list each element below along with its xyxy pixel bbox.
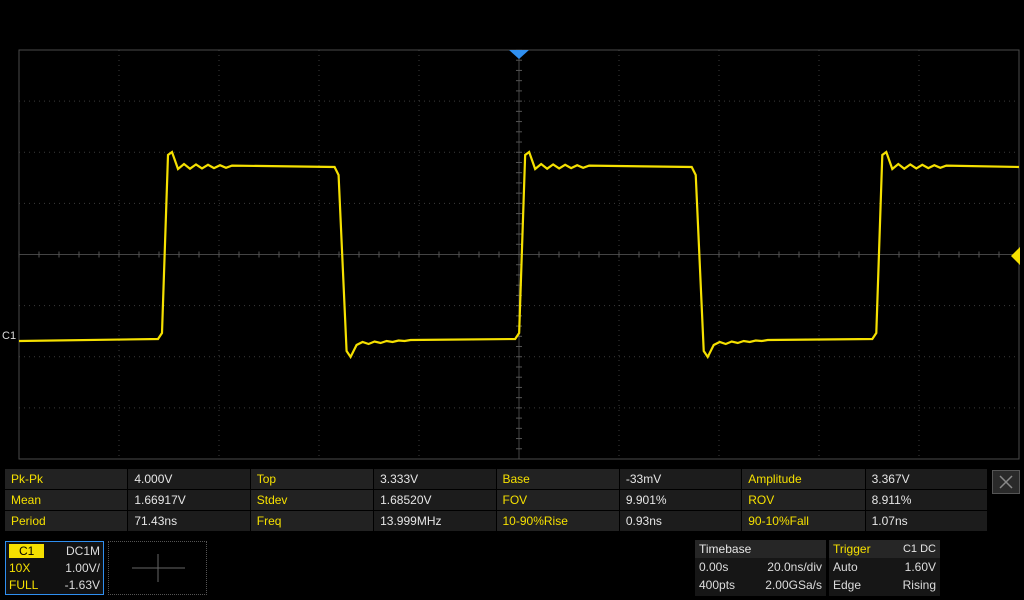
measurement-value: 1.66917V — [128, 490, 250, 510]
bandwidth-limit: FULL — [9, 577, 39, 592]
channel-coupling: DC1M — [65, 543, 100, 558]
trigger-panel[interactable]: Trigger C1 DC Auto 1.60V Edge Rising — [829, 540, 940, 596]
channel-c1-box[interactable]: C1 DC1M 10X 1.00V/ FULL -1.63V — [5, 541, 104, 595]
measurement-name: FOV — [496, 490, 619, 510]
measurement-value: 71.43ns — [128, 511, 250, 531]
measurement-value: 4.000V — [128, 469, 250, 489]
trigger-mode: Auto — [833, 560, 858, 574]
trigger-type: Edge — [833, 578, 862, 592]
close-icon — [999, 475, 1013, 489]
vertical-offset: -1.63V — [64, 577, 100, 592]
trigger-level-marker[interactable] — [1011, 247, 1020, 265]
crosshair-icon — [132, 554, 185, 582]
measurement-value: 1.07ns — [865, 511, 987, 531]
timebase-delay: 0.00s — [699, 560, 729, 574]
trigger-position-marker[interactable] — [509, 50, 529, 59]
measurement-value: 0.93ns — [619, 511, 742, 531]
measurement-value: 1.68520V — [374, 490, 496, 510]
measurement-value: 13.999MHz — [374, 511, 496, 531]
waveform-display[interactable]: C1 — [0, 0, 1024, 468]
channel-name: C1 — [9, 543, 45, 558]
measurement-name: Top — [250, 469, 374, 489]
add-channel-slot[interactable] — [108, 541, 207, 595]
measurement-name: ROV — [742, 490, 865, 510]
measurement-row: Period 71.43ns Freq 13.999MHz 10-90%Rise 0.93… — [5, 511, 988, 532]
measurement-name: Mean — [5, 490, 128, 510]
measurement-value: 3.333V — [374, 469, 496, 489]
measurement-table: Pk-Pk 4.000V Top 3.333V Base -33mV Amplitude 3.… — [5, 469, 988, 532]
trigger-title: Trigger — [833, 542, 871, 556]
measurement-name: Base — [496, 469, 619, 489]
probe-attenuation: 10X — [9, 560, 31, 575]
close-measurements-button[interactable] — [992, 470, 1020, 494]
measurement-value: 3.367V — [865, 469, 987, 489]
measurement-value: -33mV — [619, 469, 742, 489]
measurement-name: Period — [5, 511, 128, 531]
measurement-row: Pk-Pk 4.000V Top 3.333V Base -33mV Amplitude 3.… — [5, 469, 988, 490]
measurement-name: Amplitude — [742, 469, 865, 489]
measurement-value: 8.911% — [865, 490, 987, 510]
measurement-name: 10-90%Rise — [496, 511, 619, 531]
measurement-name: Freq — [250, 511, 374, 531]
timebase-scale: 20.0ns/div — [767, 560, 822, 574]
measurement-name: 90-10%Fall — [742, 511, 865, 531]
graticule — [18, 49, 1020, 460]
vertical-scale: 1.00V/ — [65, 560, 100, 575]
measurement-name: Pk-Pk — [5, 469, 128, 489]
trigger-slope: Rising — [902, 578, 936, 592]
channel-offset-label: C1 — [2, 330, 17, 342]
trigger-source: C1 DC — [902, 543, 936, 555]
memory-depth: 400pts — [699, 578, 736, 592]
measurement-row: Mean 1.66917V Stdev 1.68520V FOV 9.901% ROV 8.9… — [5, 490, 988, 511]
sample-rate: 2.00GSa/s — [765, 578, 822, 592]
trigger-level: 1.60V — [904, 560, 936, 574]
measurement-name: Stdev — [250, 490, 374, 510]
measurement-value: 9.901% — [619, 490, 742, 510]
timebase-title: Timebase — [699, 542, 752, 556]
c1-trace — [18, 150, 1020, 360]
timebase-panel[interactable]: Timebase 0.00s 20.0ns/div 400pts 2.00GSa… — [695, 540, 826, 596]
